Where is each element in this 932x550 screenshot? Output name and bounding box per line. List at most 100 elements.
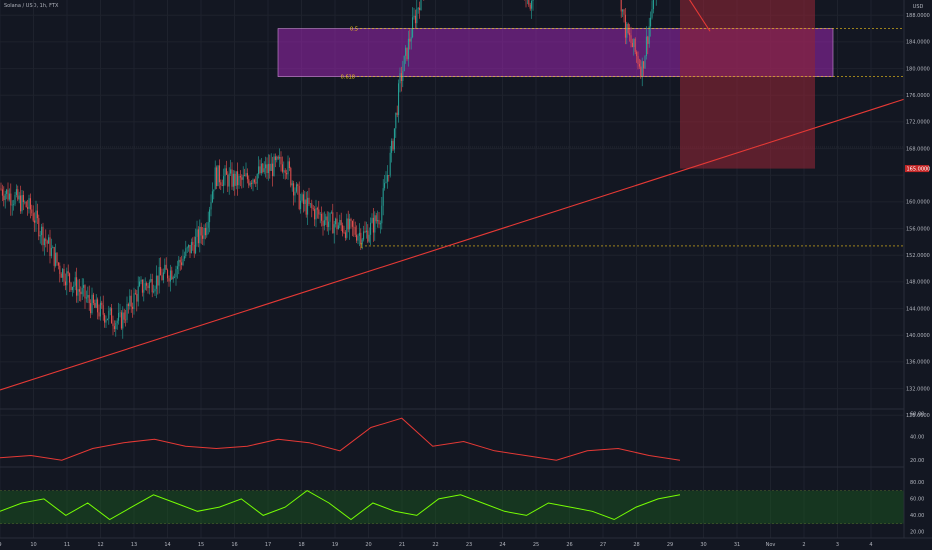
candle-down	[298, 185, 300, 209]
time-axis-tick: 21	[399, 542, 405, 548]
candle-up	[4, 193, 6, 201]
candle-down	[302, 194, 304, 204]
candle-down	[76, 277, 78, 296]
candle-up	[203, 227, 205, 239]
time-axis-tick: 13	[131, 542, 137, 548]
candle-down	[32, 213, 34, 221]
candle-up	[21, 195, 23, 212]
candle-down	[57, 262, 59, 266]
candle-up	[371, 217, 373, 223]
candle-up	[329, 212, 331, 222]
candle-down	[409, 38, 411, 42]
candle-up	[153, 291, 155, 293]
candle-down	[336, 218, 338, 230]
candle-up	[279, 156, 281, 159]
candle-down	[136, 293, 138, 302]
candle-down	[255, 182, 257, 184]
candle-down	[200, 226, 202, 236]
candle-up	[18, 195, 20, 200]
candle-up	[178, 259, 180, 267]
candle-down	[1, 189, 3, 196]
time-axis-tick: 19	[332, 542, 338, 548]
trendlines[interactable]	[0, 0, 905, 391]
candle-up	[210, 202, 212, 210]
candle-down	[157, 275, 159, 286]
stop-zone	[680, 0, 815, 169]
candle-up	[622, 9, 624, 12]
candle-up	[66, 271, 68, 286]
candle-up	[651, 9, 653, 18]
candle-up	[385, 181, 387, 184]
candle-up	[154, 288, 156, 292]
candle-down	[281, 164, 283, 172]
candle-up	[15, 189, 17, 195]
price-axis-tick: 136.0000	[906, 360, 930, 366]
candle-up	[358, 232, 360, 236]
candle-down	[284, 170, 286, 174]
drawing-zones	[277, 0, 834, 169]
stop-price-tag: 165.0000	[907, 166, 931, 172]
candle-down	[636, 51, 638, 57]
candle-down	[132, 306, 134, 309]
oscillator-1-tick: 40.00	[910, 435, 924, 441]
candle-down	[624, 14, 626, 38]
candle-down	[631, 42, 633, 48]
candle-down	[29, 198, 31, 210]
candle-down	[286, 173, 288, 175]
time-axis-tick: 9	[0, 542, 2, 548]
candle-up	[256, 174, 258, 184]
time-axis-tick: 15	[198, 542, 204, 548]
time-axis-tick: 28	[633, 542, 639, 548]
time-axis-tick: 3	[836, 542, 839, 548]
candle-up	[24, 201, 26, 203]
candle-up	[169, 270, 171, 282]
time-axis-tick: 20	[365, 542, 371, 548]
candle-down	[353, 226, 355, 228]
candle-up	[81, 287, 83, 295]
candle-down	[326, 216, 328, 228]
candle-down	[181, 262, 183, 266]
candle-down	[101, 302, 103, 306]
candle-up	[129, 295, 131, 307]
candle-down	[305, 199, 307, 215]
candle-up	[382, 188, 384, 206]
price-axis-tick: 172.0000	[906, 120, 930, 126]
candle-down	[378, 220, 380, 225]
candle-down	[70, 282, 72, 291]
price-axis-tick: 140.0000	[906, 333, 930, 339]
candle-down	[239, 176, 241, 178]
candle-down	[67, 271, 69, 274]
candle-up	[211, 191, 213, 203]
candle-up	[13, 204, 15, 205]
candle-up	[377, 220, 379, 222]
candle-up	[245, 173, 247, 176]
candle-up	[206, 227, 208, 236]
candle-up	[405, 47, 407, 56]
candle-up	[99, 302, 101, 317]
candle-up	[48, 237, 50, 244]
candle-down	[88, 295, 90, 304]
candle-up	[291, 183, 293, 186]
candle-down	[42, 226, 44, 246]
candle-up	[295, 184, 297, 192]
candle-down	[227, 174, 229, 187]
candle-down	[20, 195, 22, 212]
oscillator-2-line	[0, 490, 681, 521]
candle-down	[259, 166, 261, 174]
time-axis-tick: 24	[499, 542, 505, 548]
oscillator-2-tick: 60.00	[910, 497, 924, 503]
candle-down	[165, 264, 167, 270]
candle-up	[118, 312, 120, 321]
candle-up	[223, 176, 225, 186]
candle-up	[307, 197, 309, 215]
candle-down	[342, 225, 344, 233]
candle-up	[230, 169, 232, 174]
candle-down	[406, 47, 408, 60]
candle-down	[280, 156, 282, 165]
candle-up	[158, 267, 160, 286]
oscillator-panes	[0, 417, 904, 524]
candle-up	[249, 182, 251, 186]
candle-up	[645, 36, 647, 57]
